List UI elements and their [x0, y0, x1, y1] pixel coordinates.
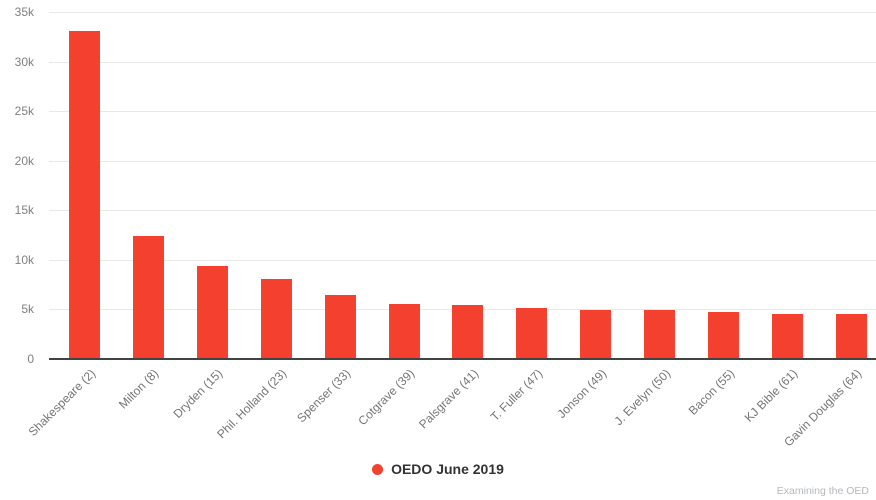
y-gridline	[49, 12, 876, 13]
bar-bacon-55[interactable]	[708, 312, 739, 359]
bar-j-evelyn-50[interactable]	[644, 310, 675, 359]
y-axis-tick-label: 20k	[14, 154, 34, 168]
y-gridline	[49, 260, 876, 261]
x-axis-line	[49, 358, 876, 360]
credit-text: Examining the OED	[776, 485, 869, 497]
legend-item[interactable]: OEDO June 2019	[0, 461, 876, 477]
bar-palsgrave-41[interactable]	[452, 305, 483, 359]
y-axis-tick-label: 10k	[14, 253, 34, 267]
y-axis-tick-label: 15k	[14, 203, 34, 217]
y-gridline	[49, 62, 876, 63]
bar-milton-8[interactable]	[133, 236, 164, 359]
bar-kj-bible-61[interactable]	[772, 314, 803, 359]
y-axis-tick-label: 0	[27, 352, 34, 366]
legend-circle-icon	[372, 463, 384, 475]
y-gridline	[49, 210, 876, 211]
legend-label: OEDO June 2019	[391, 461, 504, 477]
bar-dryden-15[interactable]	[197, 266, 228, 359]
bar-t-fuller-47[interactable]	[516, 308, 547, 359]
y-gridline	[49, 111, 876, 112]
bar-shakespeare-2[interactable]	[69, 31, 100, 359]
y-axis-tick-label: 35k	[14, 5, 34, 19]
bar-gavin-douglas-64[interactable]	[836, 314, 867, 359]
y-gridline	[49, 161, 876, 162]
bar-cotgrave-39[interactable]	[389, 304, 420, 359]
bar-phil-holland-23[interactable]	[261, 279, 292, 359]
y-axis-tick-label: 30k	[14, 55, 34, 69]
bar-spenser-33[interactable]	[325, 295, 356, 359]
bar-jonson-49[interactable]	[580, 310, 611, 359]
y-axis-tick-label: 5k	[21, 302, 34, 316]
y-axis-tick-label: 25k	[14, 104, 34, 118]
